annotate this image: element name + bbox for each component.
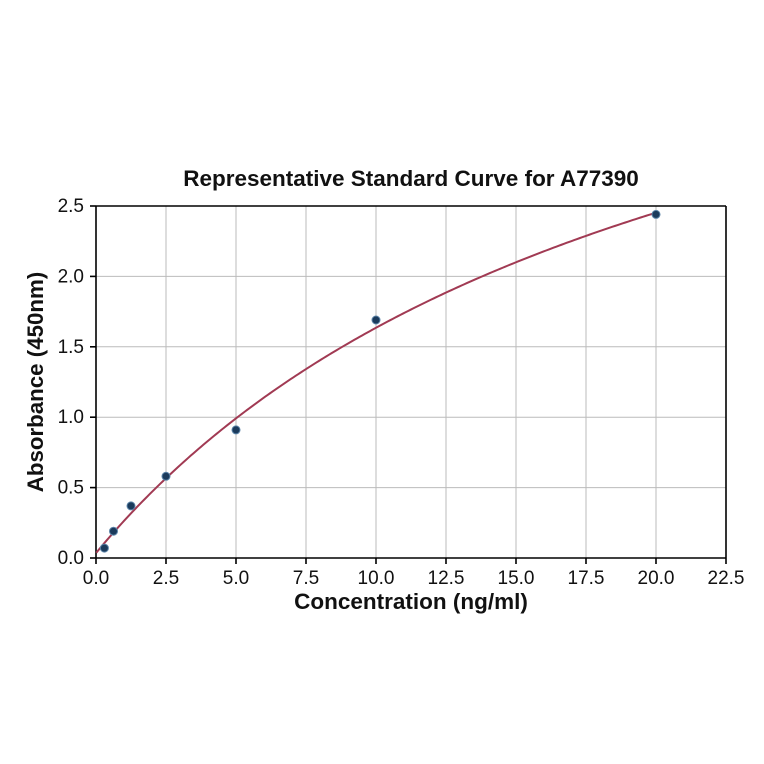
svg-text:2.0: 2.0 bbox=[58, 266, 84, 287]
svg-text:22.5: 22.5 bbox=[708, 568, 745, 589]
svg-text:2.5: 2.5 bbox=[153, 568, 179, 589]
svg-text:10.0: 10.0 bbox=[358, 568, 395, 589]
svg-text:7.5: 7.5 bbox=[293, 568, 319, 589]
svg-text:5.0: 5.0 bbox=[223, 568, 249, 589]
svg-text:17.5: 17.5 bbox=[568, 568, 605, 589]
svg-text:20.0: 20.0 bbox=[638, 568, 675, 589]
svg-text:1.0: 1.0 bbox=[58, 407, 84, 428]
svg-text:12.5: 12.5 bbox=[428, 568, 465, 589]
svg-text:0.5: 0.5 bbox=[58, 478, 84, 499]
svg-text:1.5: 1.5 bbox=[58, 337, 84, 358]
svg-text:0.0: 0.0 bbox=[58, 548, 84, 569]
svg-text:2.5: 2.5 bbox=[58, 196, 84, 217]
svg-text:0.0: 0.0 bbox=[83, 568, 109, 589]
svg-text:15.0: 15.0 bbox=[498, 568, 535, 589]
